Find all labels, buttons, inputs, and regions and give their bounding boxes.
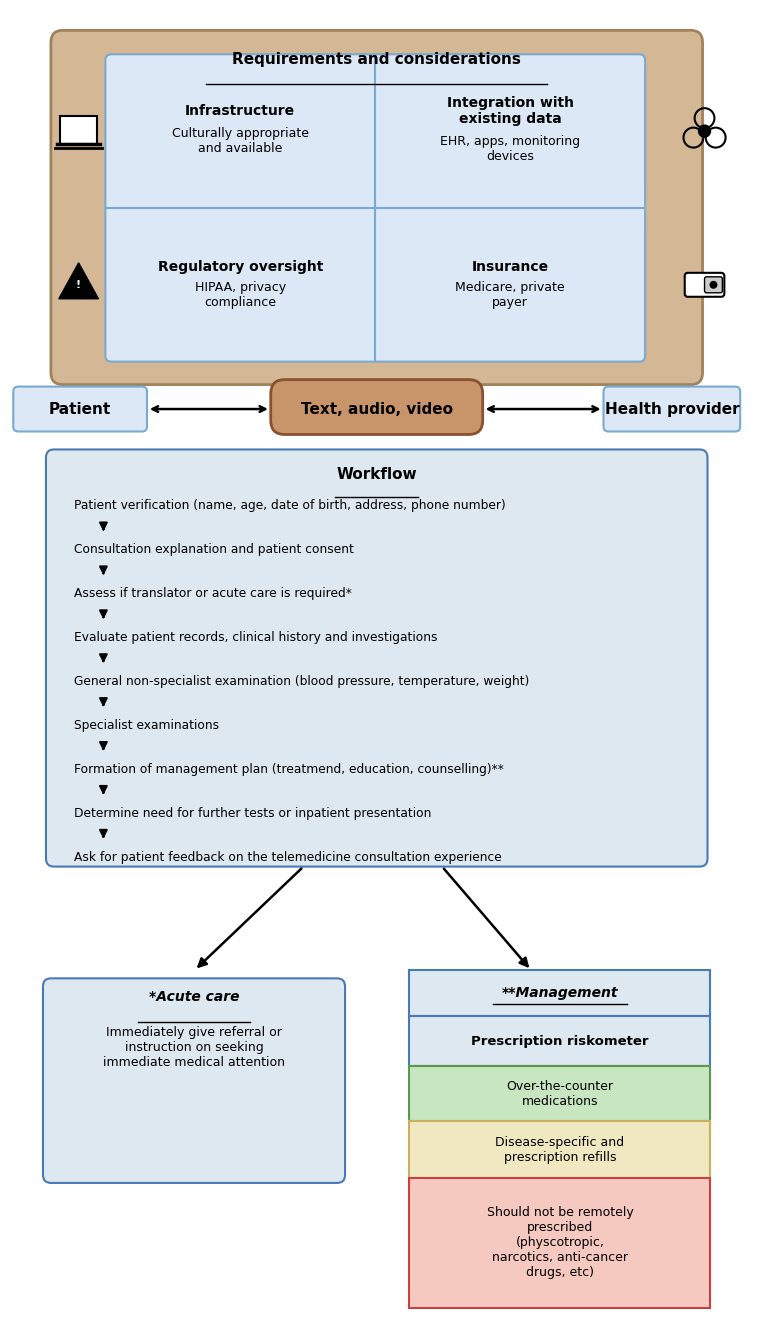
FancyBboxPatch shape <box>43 979 345 1182</box>
Text: !: ! <box>75 280 80 289</box>
Bar <box>409 1016 710 1066</box>
Text: Ask for patient feedback on the telemedicine consultation experience: Ask for patient feedback on the telemedi… <box>74 850 502 864</box>
Polygon shape <box>59 262 99 299</box>
Text: EHR, apps, monitoring
devices: EHR, apps, monitoring devices <box>440 135 580 163</box>
Text: Formation of management plan (treatmend, education, counselling)**: Formation of management plan (treatmend,… <box>74 763 503 775</box>
FancyBboxPatch shape <box>60 116 98 145</box>
Text: Over-the-counter
medications: Over-the-counter medications <box>506 1079 613 1107</box>
Text: **Management: **Management <box>502 987 619 1000</box>
FancyBboxPatch shape <box>271 379 483 434</box>
Text: Immediately give referral or
instruction on seeking
immediate medical attention: Immediately give referral or instruction… <box>103 1026 285 1070</box>
FancyBboxPatch shape <box>704 277 722 293</box>
Text: Infrastructure: Infrastructure <box>185 104 296 118</box>
Text: Integration with
existing data: Integration with existing data <box>446 96 574 126</box>
Bar <box>409 971 710 1016</box>
Text: Assess if translator or acute care is required*: Assess if translator or acute care is re… <box>74 588 352 600</box>
Text: Health provider: Health provider <box>605 402 739 416</box>
Text: Requirements and considerations: Requirements and considerations <box>232 52 522 67</box>
FancyBboxPatch shape <box>51 31 703 384</box>
Text: Disease-specific and
prescription refills: Disease-specific and prescription refill… <box>496 1135 625 1164</box>
Text: Regulatory oversight: Regulatory oversight <box>158 260 323 274</box>
Text: Consultation explanation and patient consent: Consultation explanation and patient con… <box>74 544 353 556</box>
Text: Should not be remotely
prescribed
(physcotropic,
narcotics, anti-cancer
drugs, e: Should not be remotely prescribed (physc… <box>487 1206 634 1279</box>
FancyBboxPatch shape <box>46 450 707 866</box>
Text: HIPAA, privacy
compliance: HIPAA, privacy compliance <box>195 281 286 309</box>
Circle shape <box>699 125 710 137</box>
FancyBboxPatch shape <box>684 273 725 297</box>
Text: Evaluate patient records, clinical history and investigations: Evaluate patient records, clinical histo… <box>74 631 437 644</box>
Bar <box>409 1121 710 1178</box>
Circle shape <box>709 281 717 289</box>
Text: Insurance: Insurance <box>471 260 549 274</box>
Bar <box>409 1066 710 1121</box>
Text: General non-specialist examination (blood pressure, temperature, weight): General non-specialist examination (bloo… <box>74 675 529 688</box>
FancyBboxPatch shape <box>14 387 147 431</box>
Text: Specialist examinations: Specialist examinations <box>74 719 219 732</box>
Text: *Acute care: *Acute care <box>149 991 240 1004</box>
Text: Patient: Patient <box>49 402 111 416</box>
Text: Text, audio, video: Text, audio, video <box>301 402 453 416</box>
Text: Patient verification (name, age, date of birth, address, phone number): Patient verification (name, age, date of… <box>74 499 506 513</box>
Text: Medicare, private
payer: Medicare, private payer <box>456 281 565 309</box>
Bar <box>409 1178 710 1308</box>
FancyBboxPatch shape <box>105 55 645 362</box>
Text: Determine need for further tests or inpatient presentation: Determine need for further tests or inpa… <box>74 806 431 819</box>
Text: Prescription riskometer: Prescription riskometer <box>471 1035 649 1047</box>
Text: Workflow: Workflow <box>337 467 417 482</box>
FancyBboxPatch shape <box>603 387 741 431</box>
Text: Culturally appropriate
and available: Culturally appropriate and available <box>172 127 309 155</box>
